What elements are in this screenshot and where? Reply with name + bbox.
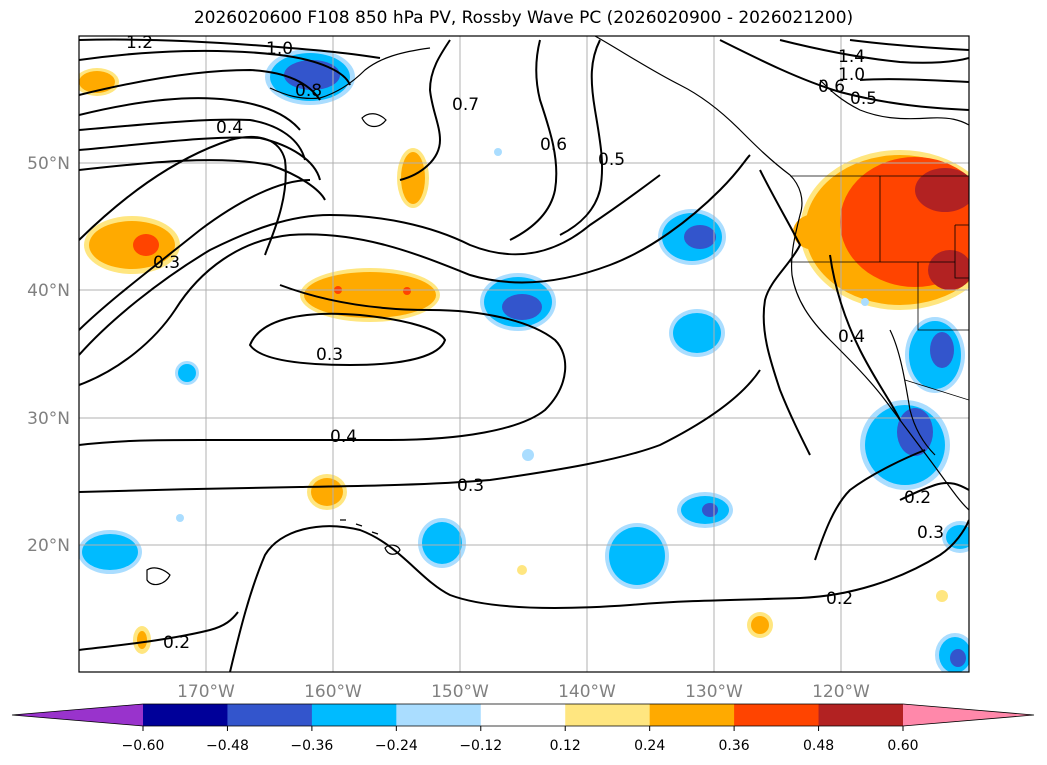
contour-label: 0.5 [598, 150, 625, 170]
contour-label: 0.6 [818, 77, 845, 97]
contour-label: 0.4 [216, 118, 243, 138]
colorbar-tick-label: −0.36 [290, 738, 333, 754]
contour-label: 0.3 [316, 345, 343, 365]
contour-label: 1.2 [126, 33, 153, 53]
lon-label: 120°W [812, 682, 870, 702]
contour-label: 0.4 [838, 327, 865, 347]
contour-label: 0.7 [452, 95, 479, 115]
lat-label: 50°N [27, 154, 70, 174]
map-frame [78, 35, 970, 673]
colorbar-cell [480, 704, 566, 726]
contour-label: 1.0 [838, 65, 865, 85]
pv-contours [79, 38, 969, 672]
colorbar-tick-label: 0.60 [887, 738, 918, 754]
colorbar-extend-low [12, 704, 143, 726]
contour-label: 1.0 [266, 39, 293, 59]
lon-label: 160°W [304, 682, 362, 702]
colorbar-tick-label: −0.24 [375, 738, 418, 754]
lat-label: 20°N [27, 536, 70, 556]
colorbar: −0.60 −0.48 −0.36 −0.24 −0.12 0.12 0.24 0.36 0.4… [11, 703, 1035, 754]
contour-label: 0.3 [457, 476, 484, 496]
colorbar-cell [565, 704, 651, 726]
map-title: 2026020600 F108 850 hPa PV, Rossby Wave … [193, 8, 854, 28]
lon-label: 170°W [177, 682, 235, 702]
longitude-labels: 170°W 160°W 150°W 140°W 130°W 120°W [177, 682, 870, 702]
lat-label: 30°N [27, 409, 70, 429]
colorbar-tick-label: −0.60 [122, 738, 165, 754]
colorbar-cell [396, 704, 482, 726]
colorbar-cell [649, 704, 735, 726]
latitude-labels: 50°N 40°N 30°N 20°N [27, 154, 70, 556]
colorbar-tick-label: 0.48 [803, 738, 834, 754]
colorbar-tick-label: −0.48 [206, 738, 249, 754]
contour-label: 0.3 [153, 253, 180, 273]
contour-label: 0.5 [850, 89, 877, 109]
contour-label: 0.4 [330, 427, 357, 447]
contour-label: 1.4 [838, 47, 865, 67]
colorbar-tick-label: 0.12 [550, 738, 581, 754]
colorbar-cell [227, 704, 313, 726]
colorbar-cell [143, 704, 228, 726]
colorbar-tick-label: 0.24 [634, 738, 665, 754]
colorbar-cell [311, 704, 397, 726]
contour-labels: 1.2 1.0 1.4 1.0 0.6 0.5 0.8 0.4 0.7 0.6 … [126, 33, 944, 653]
colorbar-cell [818, 704, 904, 726]
map-area [79, 36, 969, 672]
contour-label: 0.3 [917, 523, 944, 543]
colorbar-tick-label: 0.36 [719, 738, 750, 754]
contour-label: 0.6 [540, 135, 567, 155]
colorbar-extend-high [903, 704, 1034, 726]
contour-label: 0.2 [904, 488, 931, 508]
lon-label: 140°W [558, 682, 616, 702]
contour-label: 0.8 [295, 81, 322, 101]
lon-label: 150°W [431, 682, 489, 702]
colorbar-cell [734, 704, 820, 726]
contour-label: 0.2 [826, 589, 853, 609]
colorbar-tick-label: −0.12 [459, 738, 502, 754]
pv-shading [79, 49, 969, 672]
lon-label: 130°W [685, 682, 743, 702]
lat-label: 40°N [27, 281, 70, 301]
borders [790, 175, 969, 401]
contour-label: 0.2 [163, 633, 190, 653]
